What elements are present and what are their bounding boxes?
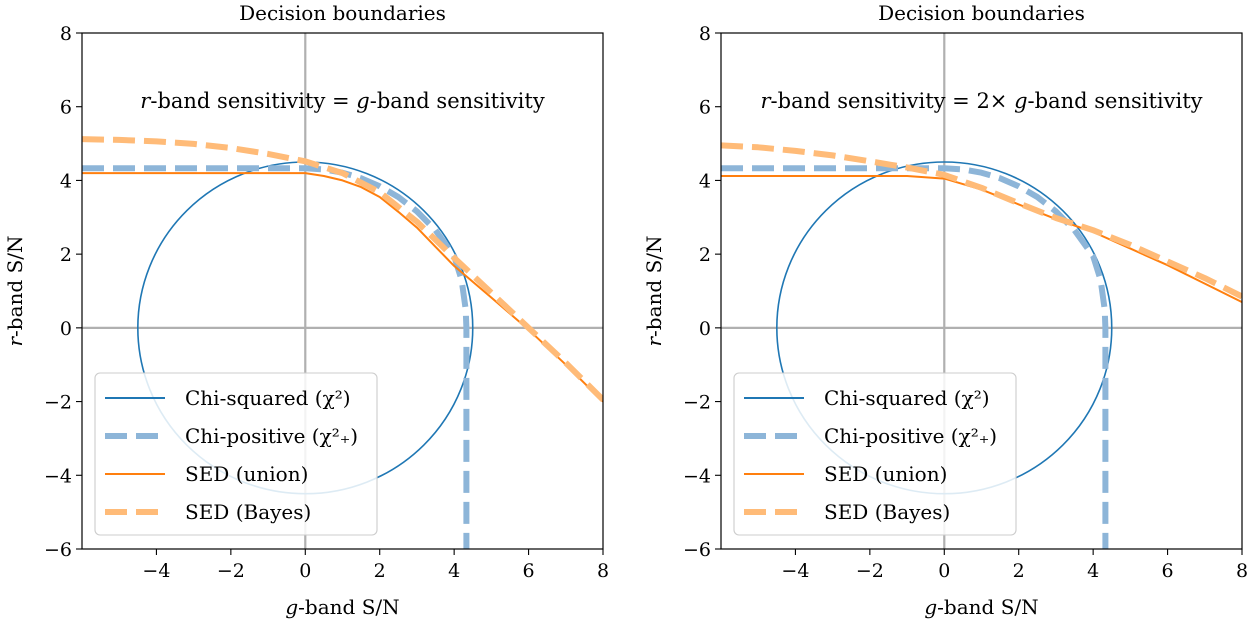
- panel-2: −4 −2 0 2 4 6 8 −6 −4 −2 0 2 4 6 8 Decision boundaries r…: [642, 1, 1248, 619]
- panel-2-xtick-label: 8: [1236, 560, 1248, 582]
- panel-2-annotation-r: r: [760, 89, 772, 113]
- panel-2-ylabel-rest: -band S/N: [642, 235, 666, 336]
- panel-1-xtick-label: −4: [142, 560, 170, 582]
- panel-1-series-4: [82, 136, 603, 402]
- panel-1-axes-frame: [81, 32, 604, 550]
- panel-2-ytick-label: −6: [683, 539, 711, 561]
- panel-1-annotation-r: r: [140, 89, 152, 113]
- panel-2-xtick-label: −4: [781, 560, 809, 582]
- panel-2-annotation-mid: -band sensitivity = 2×: [771, 89, 1015, 113]
- panel-2-xlabel-ital: g: [924, 595, 937, 619]
- panel-2-xlabel-rest: -band S/N: [937, 595, 1038, 619]
- panel-1-xtick-label: 2: [374, 560, 386, 582]
- panel-1-xlabel: g-band S/N: [285, 595, 399, 619]
- panel-1-ylabel-rest: -band S/N: [3, 235, 27, 336]
- panel-1-ylabel-ital: r: [3, 336, 27, 347]
- panel-1-ytick-label: 8: [60, 23, 72, 45]
- panel-1-annotation-post: -band sensitivity: [370, 89, 545, 113]
- panel-2-ytick-label: 8: [699, 23, 711, 45]
- panel-1-series-3: [82, 172, 603, 403]
- panel-1-ytick-label: −6: [44, 539, 72, 561]
- panel-2-legend-label-2: Chi-positive (χ²₊): [824, 424, 997, 448]
- panel-1-ytick-label: 2: [60, 244, 72, 266]
- panel-1-annotation: r-band sensitivity = g-band sensitivity: [140, 89, 545, 113]
- panel-1-legend-box: [94, 372, 378, 536]
- panel-2-ytick-label: −2: [683, 392, 711, 414]
- panel-2-legend: Chi-squared (χ²) Chi-positive (χ²₊) SED (u…: [733, 372, 1017, 536]
- panel-2-series-3: [721, 175, 1242, 303]
- panel-2-ylabel: r-band S/N: [642, 235, 666, 346]
- panel-2-xtick-label: 0: [938, 560, 950, 582]
- panel-1-ytick-label: 4: [60, 170, 72, 192]
- panel-1-title: Decision boundaries: [239, 1, 446, 25]
- panel-2-xtick-label: 4: [1087, 560, 1099, 582]
- panel-1-legend-label-1: Chi-squared (χ²): [185, 386, 351, 410]
- panel-2-ytick-label: −4: [683, 465, 711, 487]
- panel-2-ytick-label: 2: [699, 244, 711, 266]
- panel-1-ylabel: r-band S/N: [3, 235, 27, 346]
- panel-1-ytick-label: 0: [60, 318, 72, 340]
- panel-2-annotation-g: g: [1014, 89, 1027, 113]
- panel-1-annotation-mid: -band sensitivity =: [150, 89, 356, 113]
- panel-2-title: Decision boundaries: [878, 1, 1085, 25]
- panel-2-series-2: [721, 165, 1109, 549]
- panel-1-xtick-label: 8: [597, 560, 609, 582]
- panel-1-legend-label-4: SED (Bayes): [185, 500, 311, 524]
- panel-1-xlabel-rest: -band S/N: [298, 595, 399, 619]
- panel-1-ytick-label: 6: [60, 97, 72, 119]
- panel-1-ytick-label: −2: [44, 392, 72, 414]
- panel-2-xlabel: g-band S/N: [924, 595, 1038, 619]
- panel-2-xtick-label: 2: [1013, 560, 1025, 582]
- panel-2-ytick-label: 6: [699, 97, 711, 119]
- panel-1-ytick-label: −4: [44, 465, 72, 487]
- panel-2-annotation-post: -band sensitivity: [1028, 89, 1203, 113]
- panel-2-ylabel-ital: r: [642, 336, 666, 347]
- panel-1-legend-label-2: Chi-positive (χ²₊): [185, 424, 358, 448]
- panel-1-xlabel-ital: g: [285, 595, 298, 619]
- panel-1-annotation-g: g: [356, 89, 369, 113]
- panel-2-series-4: [721, 142, 1242, 300]
- panel-1: −4 −2 0 2 4 6 8 −6 −4 −2 0 2 4 6 8 Decision boundaries r…: [3, 1, 609, 619]
- panel-1-legend: Chi-squared (χ²) Chi-positive (χ²₊) SED (u…: [94, 372, 378, 536]
- panel-1-series-2: [82, 165, 470, 549]
- panel-2-axes-frame: [720, 32, 1243, 550]
- panel-2-ytick-label: 0: [699, 318, 711, 340]
- panel-1-xtick-label: −2: [217, 560, 245, 582]
- panel-2-xtick-label: −2: [856, 560, 884, 582]
- panel-1-legend-label-3: SED (union): [185, 462, 308, 486]
- panel-2-annotation: r-band sensitivity = 2× g-band sensitivi…: [760, 89, 1202, 113]
- panel-1-xtick-label: 4: [448, 560, 460, 582]
- panel-1-xtick-label: 0: [299, 560, 311, 582]
- panel-2-xtick-label: 6: [1162, 560, 1174, 582]
- panel-2-legend-box: [733, 372, 1017, 536]
- panel-1-xtick-label: 6: [523, 560, 535, 582]
- panel-2-ytick-label: 4: [699, 170, 711, 192]
- panel-2-legend-label-1: Chi-squared (χ²): [824, 386, 990, 410]
- panel-2-legend-label-3: SED (union): [824, 462, 947, 486]
- panel-2-legend-label-4: SED (Bayes): [824, 500, 950, 524]
